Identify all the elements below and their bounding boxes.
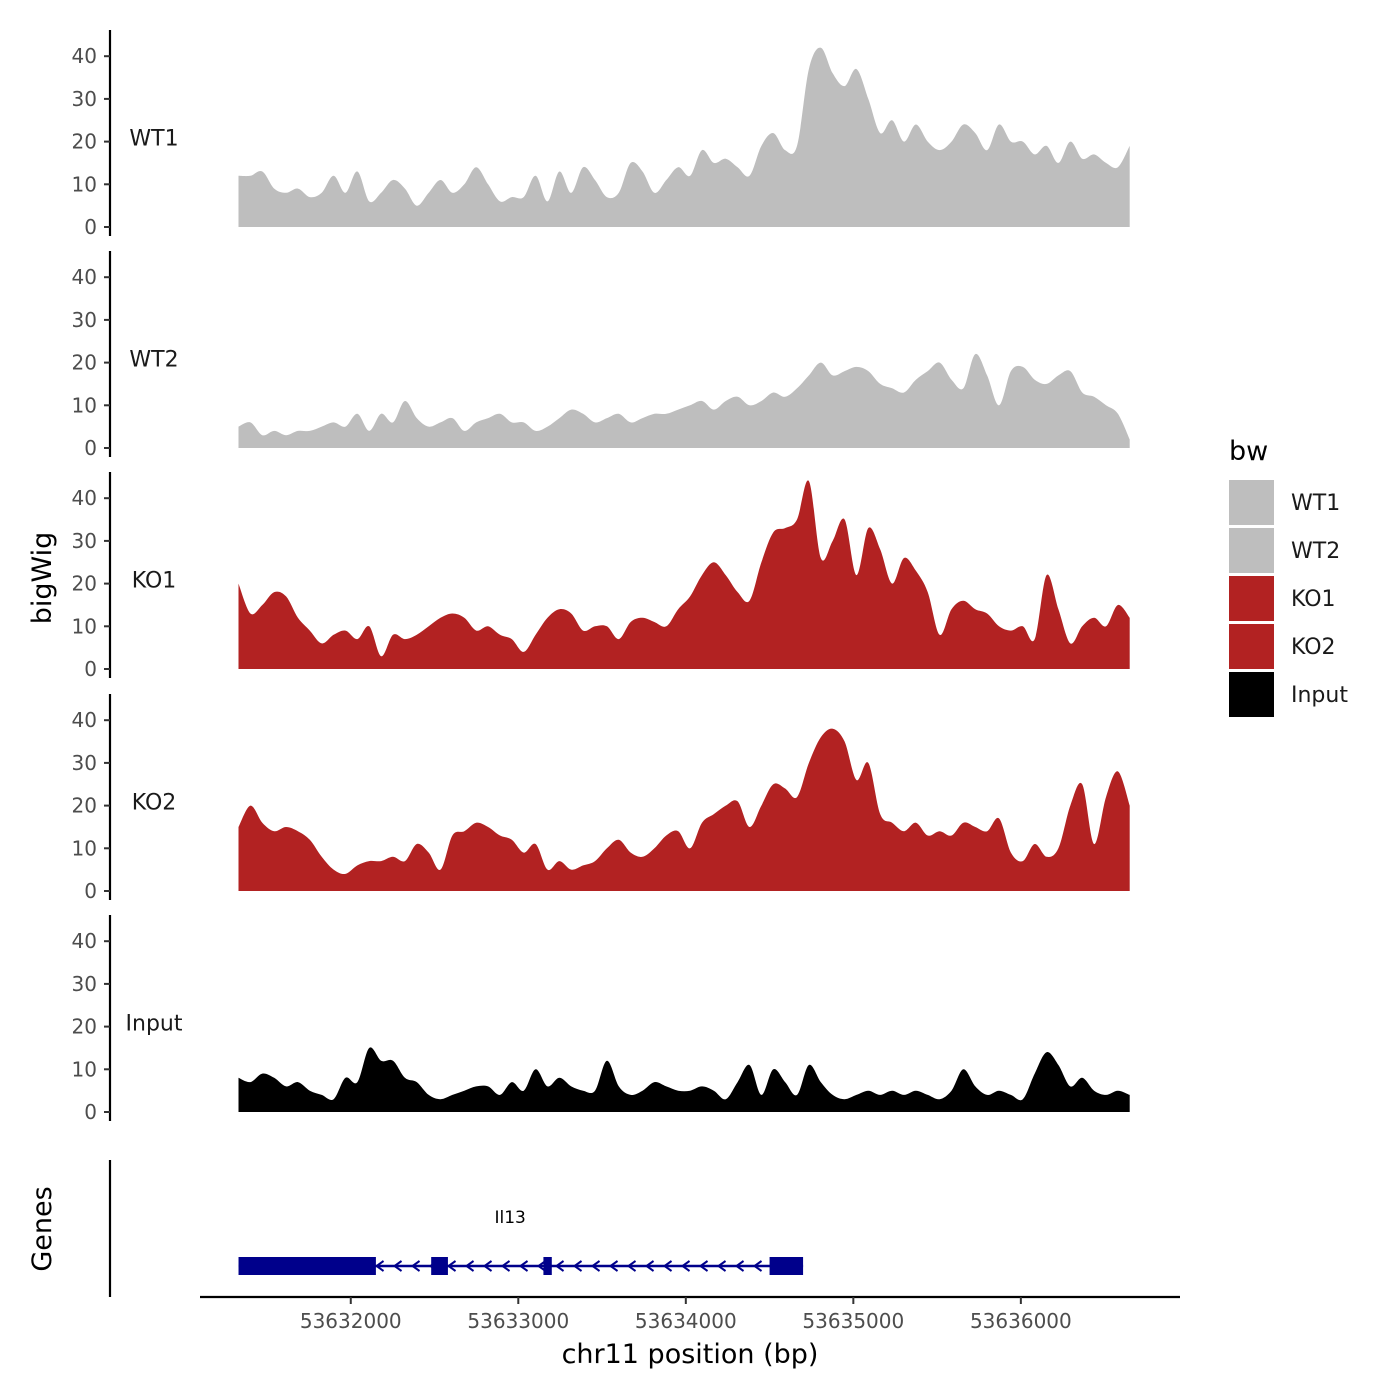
area-input	[238, 1047, 1130, 1112]
x-tick-label: 53636000	[970, 1309, 1072, 1333]
strand-arrow	[716, 1260, 727, 1272]
y-tick-label: 0	[84, 215, 97, 239]
y-tick-label: 0	[84, 436, 97, 460]
legend-swatch-wt1	[1229, 480, 1274, 525]
genes-panel: Il13	[108, 1160, 804, 1297]
y-tick-label: 10	[72, 393, 97, 417]
track-label: Input	[126, 1011, 183, 1036]
x-tick-label: 53633000	[467, 1309, 569, 1333]
legend-label-input: Input	[1291, 683, 1348, 708]
genes-axis-title: Genes	[27, 1186, 58, 1271]
y-tick-label: 30	[72, 87, 97, 111]
strand-arrow	[446, 1260, 457, 1272]
y-tick-label: 10	[72, 1057, 97, 1081]
gene-exon	[543, 1257, 552, 1275]
legend-label-ko2: KO2	[1291, 635, 1336, 660]
strand-arrow	[482, 1260, 493, 1272]
y-tick-label: 20	[72, 130, 97, 154]
track-wt1: 0 10 20 30 40 WT1	[72, 30, 1130, 239]
y-tick-label: 40	[72, 929, 97, 953]
y-tick-label: 0	[84, 879, 97, 903]
y-tick-label: 20	[72, 572, 97, 596]
strand-arrow	[500, 1260, 511, 1272]
legend-swatch-ko1	[1229, 576, 1274, 621]
strand-arrow	[410, 1260, 421, 1272]
y-tick-label: 20	[72, 1015, 97, 1039]
y-tick-label: 40	[72, 708, 97, 732]
track-label: KO1	[132, 568, 177, 593]
gene-name-label: Il13	[495, 1208, 526, 1228]
strand-arrow	[464, 1260, 475, 1272]
area-ko1	[238, 480, 1130, 669]
y-tick-label: 10	[72, 172, 97, 196]
strand-arrow	[662, 1260, 673, 1272]
tracks: 0 10 20 30 40 WT1 0 10 20 30 40 WT2 0 10 20 30 40 KO1 0 10 2…	[72, 30, 1130, 1124]
strand-arrow	[698, 1260, 709, 1272]
gene-exon	[431, 1257, 448, 1275]
track-label: KO2	[132, 790, 177, 815]
track-ko1: 0 10 20 30 40 KO1	[72, 472, 1130, 681]
legend-title: bw	[1229, 436, 1268, 467]
legend-label-wt2: WT2	[1291, 539, 1340, 564]
legend-swatch-input	[1229, 672, 1274, 717]
strand-arrow	[572, 1260, 583, 1272]
track-ko2: 0 10 20 30 40 KO2	[72, 694, 1130, 903]
gene-exon	[238, 1257, 376, 1275]
strand-arrow	[536, 1260, 547, 1272]
y-tick-label: 10	[72, 614, 97, 638]
area-wt1	[238, 47, 1130, 227]
y-tick-label: 20	[72, 351, 97, 375]
x-axis: 53632000 53633000 53634000 53635000 53636000	[200, 1295, 1180, 1333]
track-label: WT2	[129, 347, 178, 372]
strand-arrow	[626, 1260, 637, 1272]
track-label: WT1	[129, 126, 178, 151]
y-tick-label: 30	[72, 308, 97, 332]
y-tick-label: 30	[72, 751, 97, 775]
y-tick-label: 30	[72, 529, 97, 553]
legend-label-ko1: KO1	[1291, 587, 1336, 612]
strand-arrow	[680, 1260, 691, 1272]
y-axis-title: bigWig	[27, 532, 58, 625]
legend-swatch-wt2	[1229, 528, 1274, 573]
strand-arrow	[392, 1260, 403, 1272]
x-tick-label: 53634000	[635, 1309, 737, 1333]
y-tick-label: 30	[72, 972, 97, 996]
track-wt2: 0 10 20 30 40 WT2	[72, 251, 1130, 460]
legend-swatch-ko2	[1229, 624, 1274, 669]
strand-arrow	[374, 1260, 385, 1272]
y-tick-label: 0	[84, 657, 97, 681]
area-wt2	[238, 353, 1130, 448]
y-tick-label: 40	[72, 486, 97, 510]
x-axis-title: chr11 position (bp)	[562, 1339, 819, 1370]
y-tick-label: 40	[72, 44, 97, 68]
legend-label-wt1: WT1	[1291, 491, 1340, 516]
strand-arrow	[734, 1260, 745, 1272]
y-tick-label: 20	[72, 794, 97, 818]
strand-arrow	[608, 1260, 619, 1272]
x-tick-label: 53635000	[802, 1309, 904, 1333]
x-tick-label: 53632000	[300, 1309, 402, 1333]
strand-arrow	[518, 1260, 529, 1272]
strand-arrow	[644, 1260, 655, 1272]
track-input: 0 10 20 30 40 Input	[72, 915, 1130, 1124]
strand-arrow	[752, 1260, 763, 1272]
y-tick-label: 40	[72, 265, 97, 289]
gene-exon	[769, 1257, 804, 1275]
y-tick-label: 0	[84, 1100, 97, 1124]
legend: bw WT1 WT2 KO1 KO2 Input	[1229, 436, 1348, 717]
area-ko2	[238, 728, 1130, 891]
strand-arrow	[590, 1260, 601, 1272]
y-tick-label: 10	[72, 836, 97, 860]
strand-arrow	[554, 1260, 565, 1272]
